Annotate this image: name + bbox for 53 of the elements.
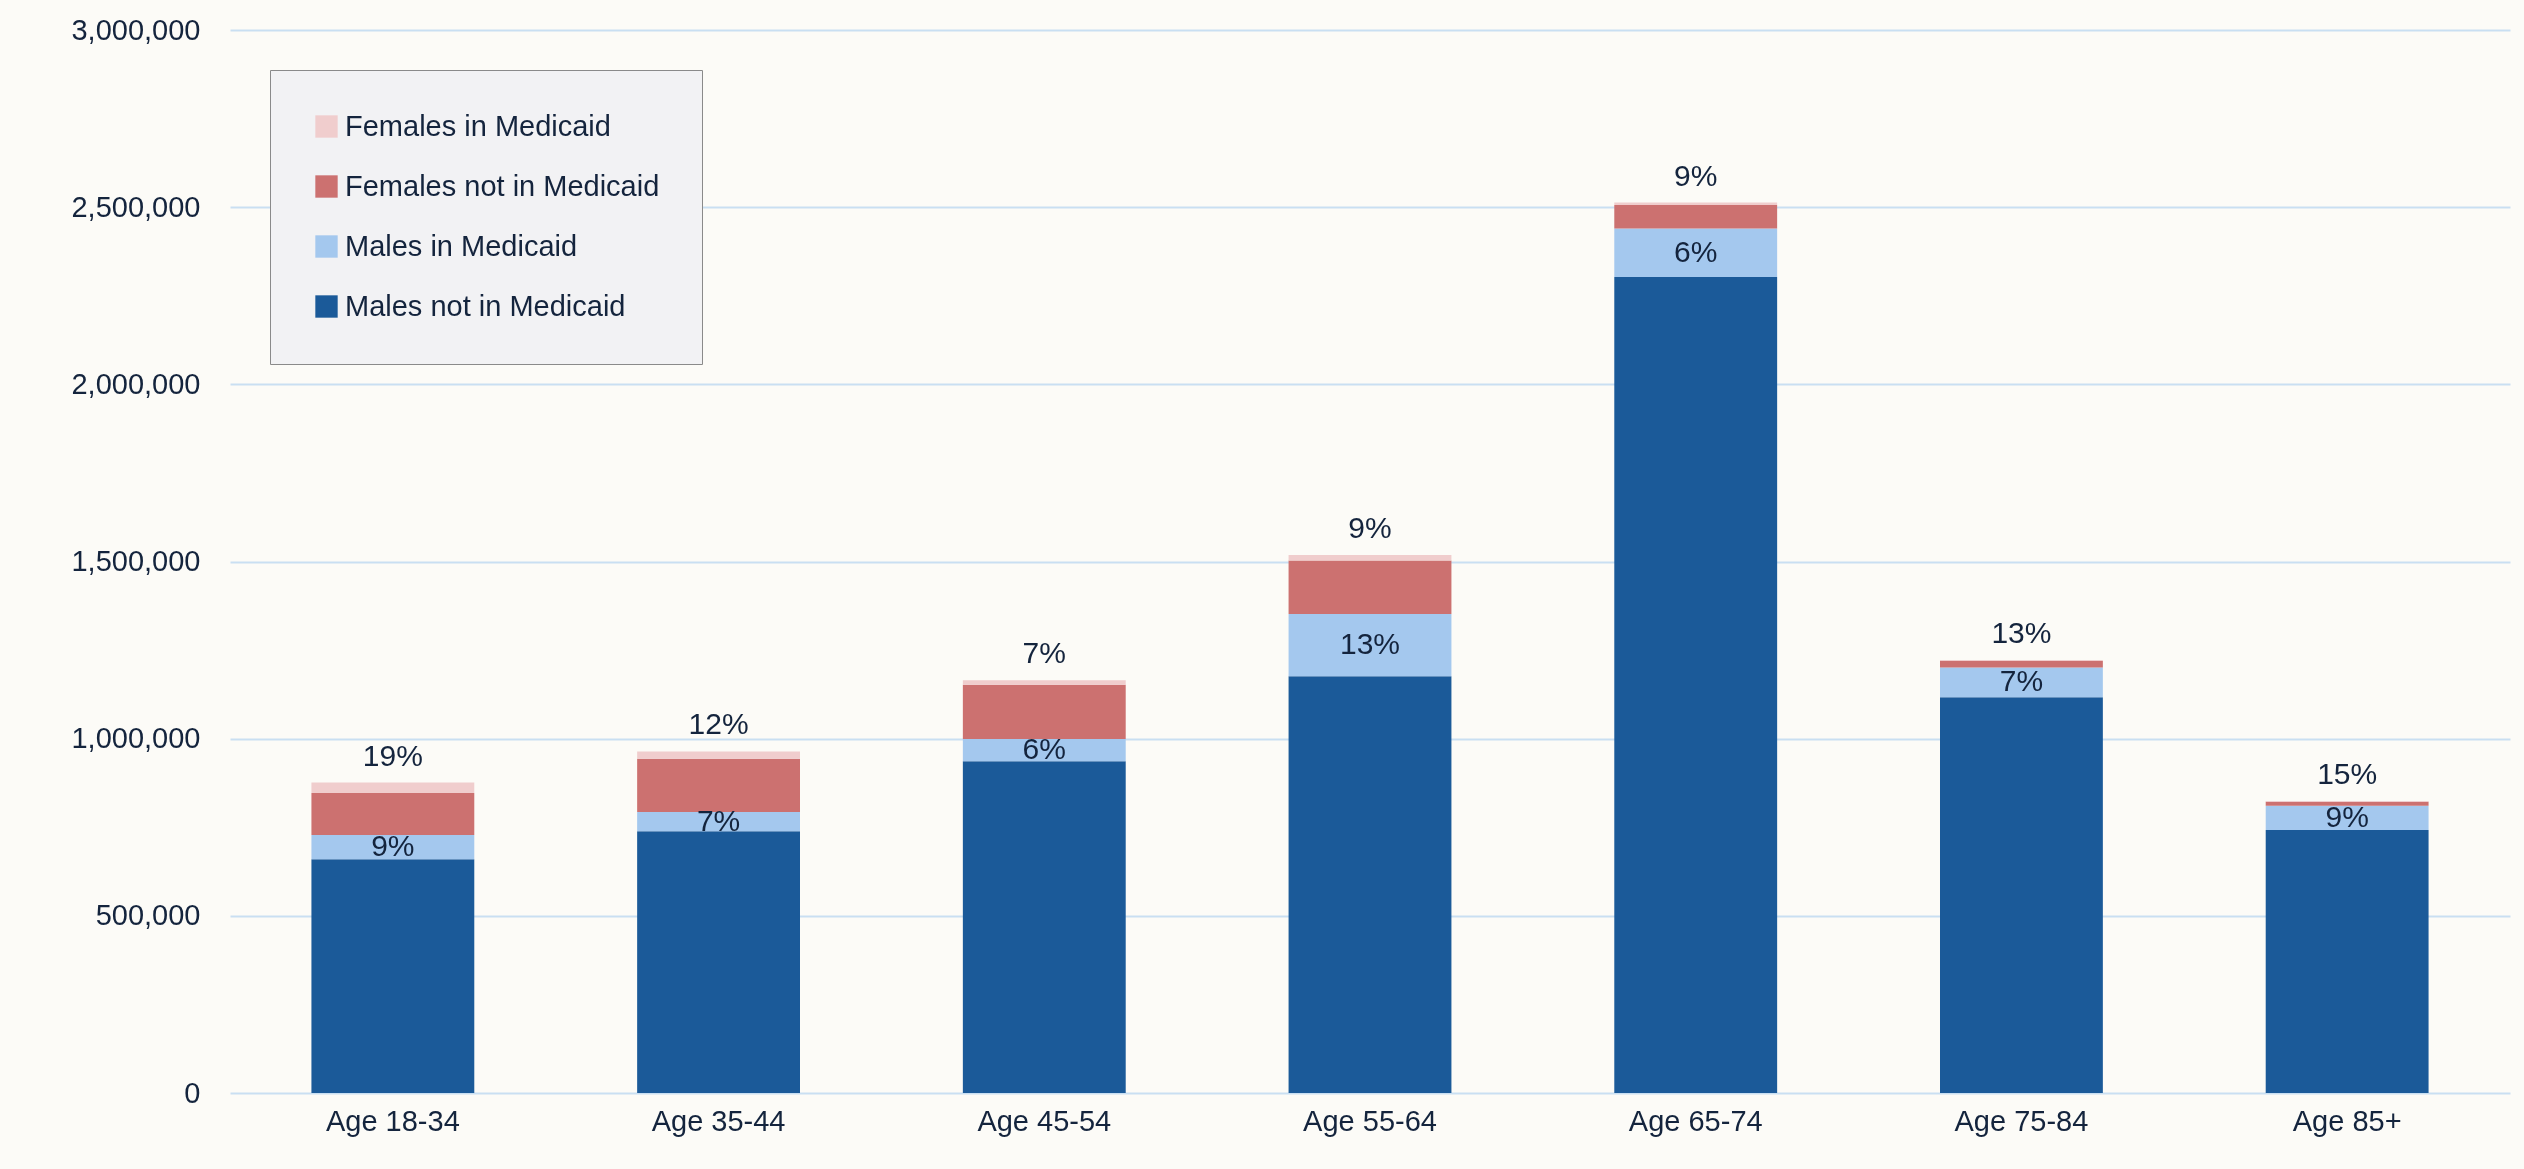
annotation: 12% [688, 707, 749, 741]
bar [637, 758, 800, 813]
y-tick-label: 2,000,000 [71, 367, 201, 400]
annotation: 9% [1348, 511, 1392, 545]
bar [962, 761, 1126, 1093]
bar [962, 684, 1126, 740]
annotation: 7% [696, 803, 741, 837]
bar [1288, 560, 1452, 614]
legend-label: Males not in Medicaid [345, 289, 626, 322]
bar [1940, 667, 2103, 698]
bar [1940, 697, 2103, 1093]
x-tick-label: Age 65-74 [1628, 1104, 1763, 1137]
bar [1614, 228, 1778, 277]
annotation: 15% [2317, 757, 2378, 791]
annotation: 7% [1999, 664, 2044, 698]
bar [1288, 676, 1452, 1093]
bar [637, 831, 800, 1093]
legend-label: Males in Medicaid [345, 229, 578, 262]
bar [962, 680, 1126, 685]
annotation: 13% [1339, 627, 1401, 661]
x-tick-label: Age 75-84 [1954, 1104, 2089, 1137]
y-tick-label: 1,000,000 [71, 722, 201, 755]
x-tick-label: Age 55-64 [1303, 1104, 1437, 1137]
y-tick-label: 3,000,000 [71, 13, 201, 46]
y-tick-label: 0 [184, 1076, 201, 1109]
bar [637, 751, 800, 759]
bar [1940, 661, 2103, 668]
annotation: 6% [1022, 732, 1066, 766]
annotation: 9% [1674, 158, 1718, 192]
bar [1614, 276, 1778, 1093]
x-tick-label: Age 85+ [2292, 1104, 2402, 1137]
annotation: 9% [2325, 799, 2369, 833]
bar [2265, 801, 2429, 806]
bar [1614, 205, 1778, 229]
bar [1288, 613, 1452, 677]
x-tick-label: Age 35-44 [651, 1104, 786, 1137]
bar [311, 792, 475, 836]
x-tick-label: Age 18-34 [325, 1104, 460, 1137]
annotation: 19% [362, 738, 423, 772]
bar [1288, 555, 1452, 561]
y-tick-label: 500,000 [95, 899, 201, 932]
annotation: 13% [1991, 616, 2052, 649]
legend-label: Females not in Medicaid [345, 169, 660, 202]
annotation: 7% [1022, 636, 1066, 670]
annotation: 6% [1674, 234, 1718, 268]
x-tick-label: Age 45-54 [977, 1104, 1112, 1137]
annotation: 9% [371, 829, 415, 863]
legend-label: Females in Medicaid [345, 109, 611, 142]
y-tick-label: 1,500,000 [71, 545, 201, 577]
bar [311, 782, 475, 793]
y-tick-label: 2,500,000 [71, 190, 201, 223]
bar [2265, 830, 2429, 1093]
bar [311, 859, 475, 1093]
